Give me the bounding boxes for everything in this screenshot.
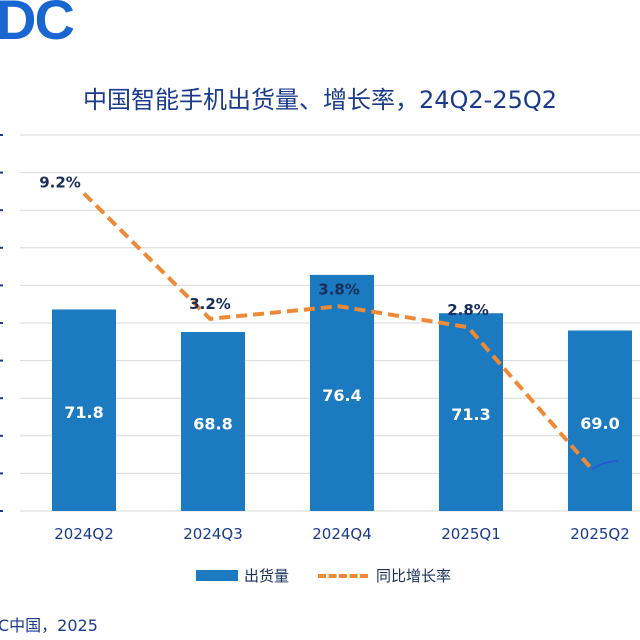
axis-tick-stub <box>0 397 3 400</box>
chart-title: 中国智能手机出货量、增长率，24Q2-25Q2 <box>82 86 558 114</box>
growth-labels: 9.2% 3.2% 3.8% 2.8% <box>39 173 489 319</box>
legend-label-growth: 同比增长率 <box>376 567 452 585</box>
legend-item-shipments: 出货量 <box>196 565 289 586</box>
bar-label-2024Q3: 68.8 <box>193 415 232 434</box>
last-point-connector <box>591 460 619 470</box>
axis-tick-stub <box>0 472 3 475</box>
bar-label-2024Q2: 71.8 <box>64 403 103 422</box>
growth-label-2024Q2: 9.2% <box>39 173 81 191</box>
growth-label-2024Q4: 3.8% <box>318 280 360 298</box>
x-tick-2025Q2: 2025Q2 <box>570 525 630 543</box>
axis-tick-stub <box>0 434 3 437</box>
x-tick-labels: 2024Q2 2024Q3 2024Q4 2025Q1 2025Q2 <box>54 525 630 543</box>
axis-tick-stub <box>0 510 3 512</box>
axis-tick-stub <box>0 171 3 174</box>
bar-label-2025Q2: 69.0 <box>580 414 619 433</box>
growth-label-2024Q3: 3.2% <box>189 295 231 313</box>
bar-label-2024Q4: 76.4 <box>322 386 361 405</box>
axis-tick-stub <box>0 322 3 324</box>
legend-swatch-bar <box>196 570 238 581</box>
bar-2025Q1 <box>439 313 503 511</box>
growth-line <box>82 192 619 471</box>
axis-tick-stub <box>0 284 3 287</box>
axis-tick-stub <box>0 246 3 249</box>
x-tick-2024Q4: 2024Q4 <box>312 525 372 543</box>
bar-label-2025Q1: 71.3 <box>451 405 490 424</box>
x-tick-2024Q2: 2024Q2 <box>54 525 114 543</box>
bars <box>52 274 632 511</box>
bar-2024Q2 <box>52 309 116 511</box>
bar-labels: 71.8 68.8 76.4 71.3 69.0 <box>64 386 619 434</box>
legend-swatch-line <box>318 573 368 578</box>
bar-2024Q4 <box>310 274 374 511</box>
axis-tick-stub <box>0 359 3 362</box>
axis-tick-stub <box>0 134 3 136</box>
growth-line-path <box>82 192 594 471</box>
legend-label-shipments: 出货量 <box>244 567 290 585</box>
bar-2025Q2 <box>568 330 632 511</box>
axis-tick-stub <box>0 209 3 212</box>
idc-logo: DC <box>0 0 75 51</box>
growth-label-2025Q1: 2.8% <box>447 301 489 319</box>
bar-2024Q3 <box>181 332 245 511</box>
legend-item-growth: 同比增长率 <box>318 565 451 586</box>
source-note: C中国，2025 <box>0 616 98 635</box>
x-tick-2025Q1: 2025Q1 <box>441 525 501 543</box>
x-tick-2024Q3: 2024Q3 <box>183 525 243 543</box>
